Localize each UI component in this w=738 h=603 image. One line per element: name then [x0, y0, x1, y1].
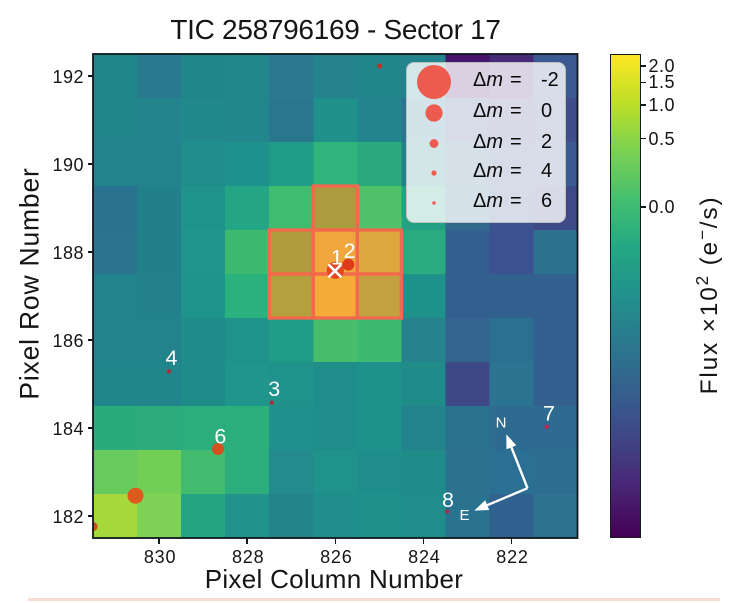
svg-text:2: 2 — [344, 239, 356, 263]
svg-text:8: 8 — [442, 488, 454, 512]
svg-text:6: 6 — [214, 425, 226, 449]
svg-text:3: 3 — [268, 377, 280, 401]
svg-text:4: 4 — [166, 346, 178, 370]
svg-text:1: 1 — [331, 245, 343, 269]
svg-text:E: E — [459, 507, 469, 524]
svg-text:N: N — [496, 415, 507, 432]
svg-text:7: 7 — [543, 402, 555, 426]
